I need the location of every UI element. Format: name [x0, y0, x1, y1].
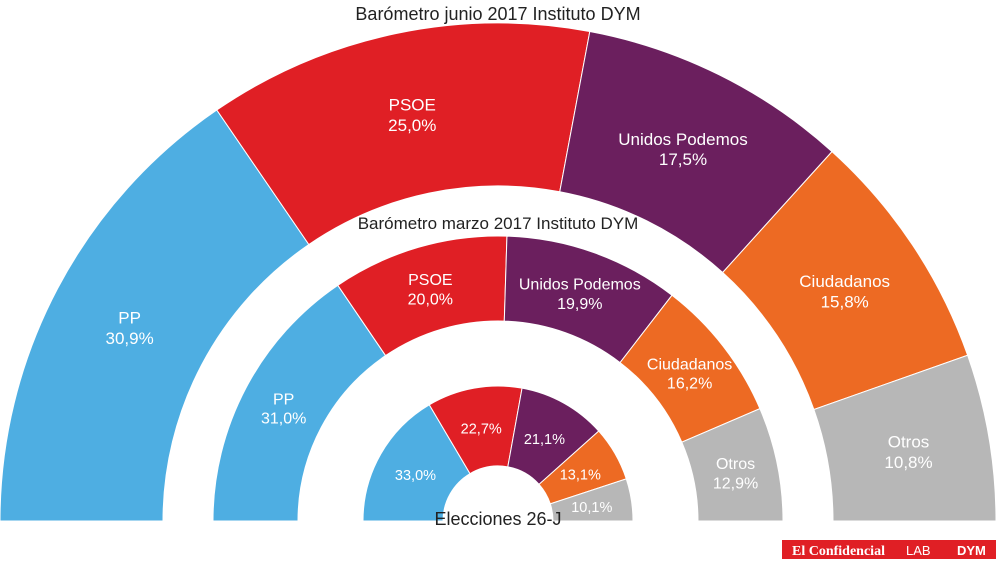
middle-ring-segment-pp: [212, 284, 387, 522]
middle-ring-label-pp: PP 31,0%: [261, 392, 306, 428]
brand-logo-name: El Confidencial: [792, 544, 885, 559]
inner-ring-label-segment-4: 10,1%: [571, 500, 612, 516]
outer-ring-label-otros: Otros 10,8%: [884, 433, 932, 472]
labels-layer: PP 30,9% PSOE 25,0% Unidos Podemos 17,5% Ciuda…: [106, 95, 933, 516]
outer-ring-title: Barómetro junio 2017 Instituto DYM: [355, 4, 640, 24]
inner-ring-title: Elecciones 26-J: [434, 509, 561, 529]
brand-logo: El Confidencial LAB DYM: [782, 540, 996, 559]
outer-ring-label-pp: PP 30,9%: [106, 309, 154, 348]
outer-ring-label-ciudadanos: Ciudadanos 15,8%: [799, 272, 890, 311]
inner-ring-label-segment-2: 21,1%: [524, 432, 565, 448]
inner-ring-label-segment-1: 22,7%: [461, 421, 502, 437]
outer-ring-segment-otros: [813, 354, 996, 522]
rings-layer: [0, 22, 996, 522]
brand-logo-background: [782, 540, 996, 559]
inner-ring-label-segment-0: 33,0%: [395, 468, 436, 484]
middle-ring-label-ciudadanos: Ciudadanos 16,2%: [647, 356, 732, 392]
brand-logo-lab: LAB: [906, 543, 931, 558]
inner-ring-segment-segment-0: [362, 404, 471, 522]
brand-logo-dym: DYM: [957, 543, 986, 558]
inner-ring-segment-segment-4: [549, 478, 634, 522]
middle-ring-segment-otros: [681, 407, 784, 522]
middle-ring-label-otros: Otros 12,9%: [713, 456, 758, 492]
inner-ring-label-segment-3: 13,1%: [560, 468, 601, 484]
outer-ring-label-unidos-podemos: Unidos Podemos 17,5%: [618, 130, 747, 169]
middle-ring-label-unidos-podemos: Unidos Podemos 19,9%: [519, 277, 641, 313]
outer-ring-label-psoe: PSOE 25,0%: [388, 95, 436, 134]
middle-ring-label-psoe: PSOE 20,0%: [408, 272, 453, 308]
middle-ring-title: Barómetro marzo 2017 Instituto DYM: [358, 214, 639, 233]
